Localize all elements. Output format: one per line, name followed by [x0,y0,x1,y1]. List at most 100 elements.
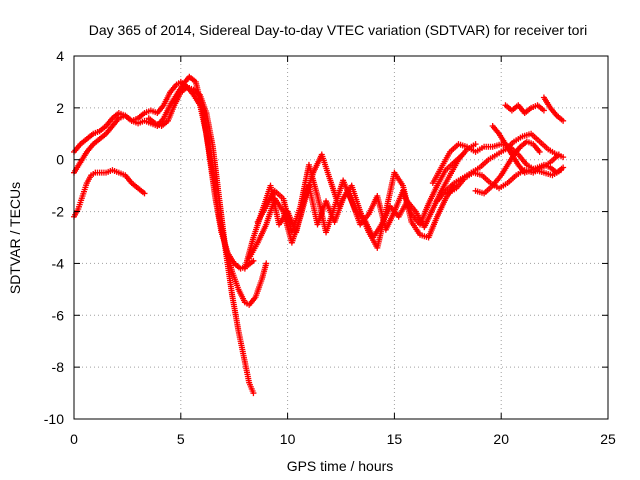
data-point-trail [478,145,485,152]
data-point-trail [423,233,430,240]
y-tick-label: -2 [52,204,65,220]
data-point-trail [330,205,337,212]
data-point-trail [240,297,247,304]
data-point-trail [100,169,107,176]
series-sat-track-n [540,94,567,124]
data-point-trail [364,227,371,234]
data-point-trail [543,144,550,151]
data-point-trail [87,174,94,181]
data-point-trail [545,163,552,170]
series-sat-track-i [434,130,567,205]
data-point-trail [94,129,101,136]
data-point-trail [534,137,541,144]
data-point-trail [525,131,532,138]
data-point-trail [251,295,258,302]
data-point-trail [90,170,97,177]
data-point-trail [509,153,516,160]
data-point-trail [235,325,242,332]
data-point-trail [487,184,494,191]
data-point-trail [248,259,255,266]
x-tick-label: 10 [280,431,296,447]
y-tick-label: -6 [52,307,65,323]
data-point-trail [491,152,498,159]
data-point-trail [526,106,533,113]
data-point-trail [500,147,507,154]
data-point-trail [485,178,492,185]
data-point-trail [398,180,405,187]
data-point-trail [245,377,252,384]
data-point-trail [532,165,539,172]
data-point-trail [101,124,108,131]
data-points [71,73,567,397]
y-tick-label: 0 [56,152,64,168]
data-point-trail [535,147,542,154]
y-tick-label: 2 [56,100,64,116]
data-point-trail [470,142,477,149]
data-point-trail [525,167,532,174]
data-point-trail [113,168,120,175]
x-tick-label: 15 [387,431,403,447]
data-point-trail [108,124,115,131]
data-point-trail [552,111,559,118]
y-tick-label: -8 [52,359,65,375]
data-point-trail [262,223,269,230]
series-sat-track-l [472,138,543,197]
data-point-trail [249,236,256,243]
data-point-trail [262,205,269,212]
data-point-trail [516,145,523,152]
data-point-trail [451,186,458,193]
data-point-trail [76,161,83,168]
data-point-trail [546,103,553,110]
data-point-trail [433,215,440,222]
data-point-trail [483,158,490,165]
x-tick-label: 0 [70,431,78,447]
data-point-trail [228,266,235,273]
y-tick-label: -10 [44,411,64,427]
data-point-trail [101,132,108,139]
data-point-trail [445,150,452,157]
data-point-trail [313,191,320,198]
data-point-trail [558,165,565,172]
data-point-trail [390,210,397,217]
data-point-trail [554,153,561,160]
data-point-trail [74,207,81,214]
plot-frame [73,55,609,420]
axis-ticks: 0 5 10 15 20 25 -10 -8 -6 -4 -2 0 2 4 [44,48,616,447]
data-point-trail [539,106,546,113]
data-point-trail [166,91,173,98]
data-point-trail [407,209,414,216]
data-point-trail [460,176,467,183]
x-tick-label: 5 [177,431,185,447]
x-tick-label: 20 [493,431,509,447]
data-point-trail [83,182,90,189]
data-point-trail [528,140,535,147]
data-point-trail [152,109,159,116]
data-point-trail [424,202,431,209]
data-point-trail [517,134,524,141]
x-tick-label: 25 [600,431,616,447]
data-point-trail [262,262,269,269]
data-point-trail [191,77,198,84]
data-point-trail [520,168,527,175]
data-point-trail [88,132,95,139]
data-point-trail [189,90,196,97]
data-point-trail [503,163,510,170]
data-point-trail [449,181,456,188]
data-point-trail [241,356,248,363]
data-point-trail [339,197,346,204]
data-point-trail [441,189,448,196]
series-sat-track-m [502,102,547,117]
data-point-trail [127,116,134,123]
data-point-trail [478,189,485,196]
data-point-trail [202,128,209,135]
data-point-trail [462,148,469,155]
data-point-trail [514,160,521,167]
data-point-trail [496,174,503,180]
data-point-trail [474,165,481,172]
data-point-trail [258,278,265,285]
data-point-trail [159,103,166,110]
data-point-trail [296,205,303,212]
data-point-trail [133,183,140,190]
data-point-trail [428,207,435,214]
data-point-trail [78,195,85,202]
